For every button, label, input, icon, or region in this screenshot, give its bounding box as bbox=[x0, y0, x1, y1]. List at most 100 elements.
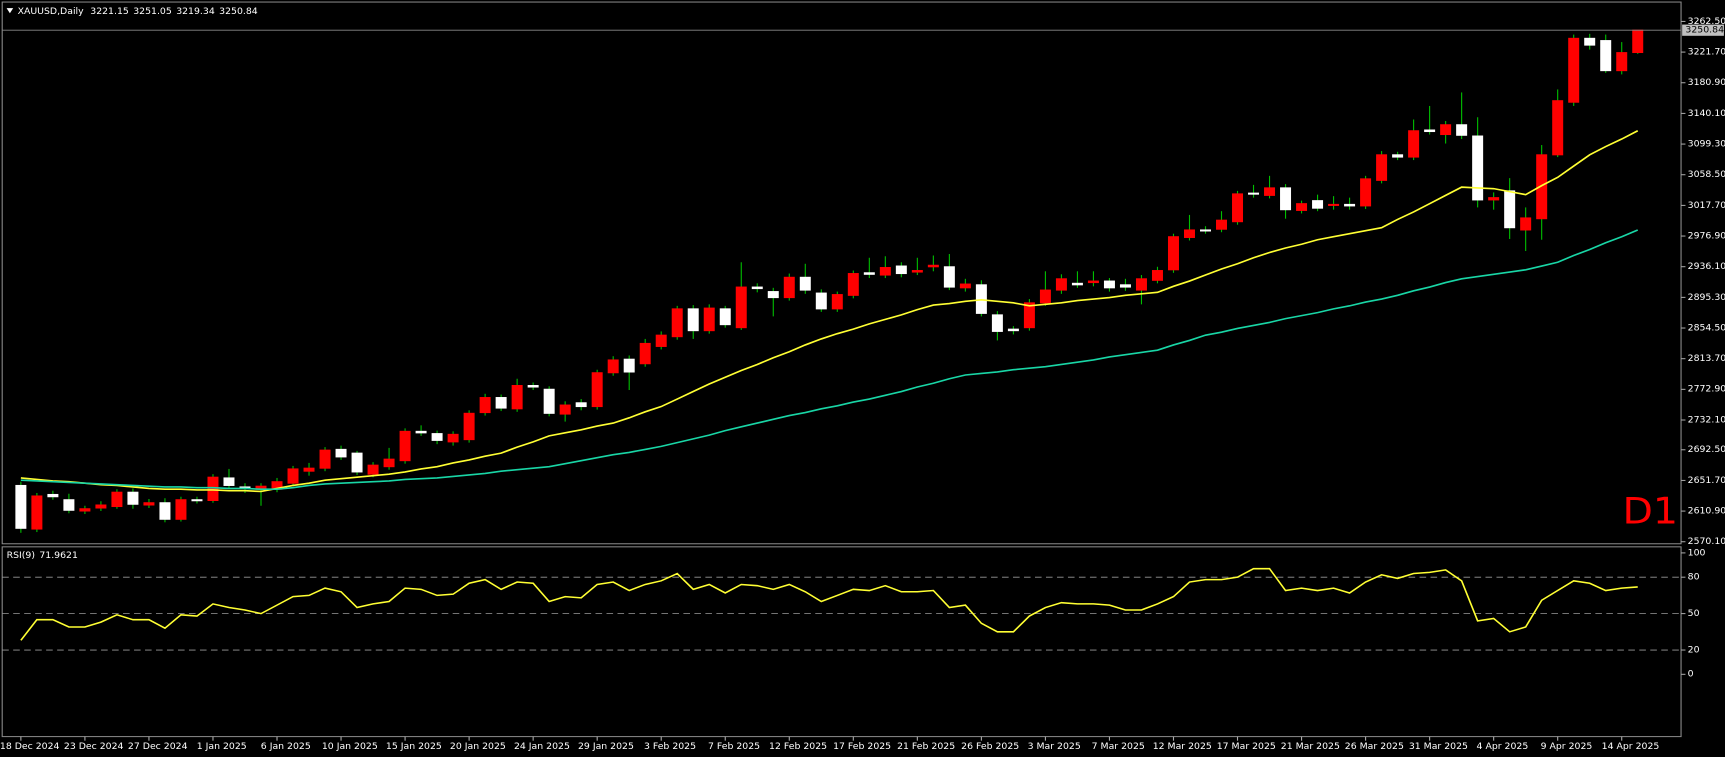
candle-body bbox=[911, 270, 923, 273]
y-tick-label: 3140.10 bbox=[1688, 109, 1725, 119]
x-tick-label: 29 Jan 2025 bbox=[578, 742, 634, 752]
candle-body bbox=[1408, 130, 1420, 158]
candle-body bbox=[1023, 302, 1035, 329]
candle-body bbox=[1200, 229, 1211, 232]
candle-body bbox=[1039, 289, 1051, 304]
candle-body bbox=[31, 495, 43, 530]
header-close: 3250.84 bbox=[219, 7, 258, 17]
x-tick-label: 7 Mar 2025 bbox=[1092, 742, 1145, 752]
x-tick-label: 12 Feb 2025 bbox=[769, 742, 827, 752]
y-tick-label: 3017.70 bbox=[1688, 201, 1725, 211]
y-tick-label: 2610.90 bbox=[1688, 507, 1725, 517]
x-tick-label: 9 Apr 2025 bbox=[1541, 742, 1593, 752]
y-tick-label: 3180.90 bbox=[1688, 78, 1725, 88]
moving-average-line bbox=[20, 130, 1639, 493]
x-tick-label: 10 Jan 2025 bbox=[322, 742, 378, 752]
y-tick-label: 2651.70 bbox=[1688, 476, 1725, 486]
candle-body bbox=[1424, 129, 1436, 133]
candle-body bbox=[1584, 37, 1596, 46]
candle-body bbox=[1296, 203, 1308, 211]
candle-body bbox=[1552, 100, 1564, 156]
x-tick-label: 6 Jan 2025 bbox=[261, 742, 311, 752]
candle-body bbox=[879, 267, 891, 276]
candle-body bbox=[223, 477, 235, 486]
marks: 3262.50 3221.70 3180.90 3140.10 3099.30 3058.… bbox=[0, 17, 1725, 752]
candle-body bbox=[447, 433, 459, 443]
x-tick-label: 17 Mar 2025 bbox=[1217, 742, 1276, 752]
candle-body bbox=[559, 404, 571, 415]
candle-body bbox=[1392, 154, 1404, 158]
y-tick-label: 2936.10 bbox=[1688, 262, 1725, 272]
candle-body bbox=[527, 385, 539, 388]
rsi-header: RSI(9) 71.9621 bbox=[7, 551, 78, 561]
candle-body bbox=[543, 388, 555, 414]
x-tick-label: 26 Mar 2025 bbox=[1345, 742, 1404, 752]
candle-body bbox=[623, 358, 635, 373]
rsi-line bbox=[20, 567, 1638, 641]
candle-body bbox=[591, 372, 603, 408]
candle-body bbox=[1135, 278, 1147, 291]
x-tick-label: 21 Feb 2025 bbox=[897, 742, 955, 752]
y-tick-label: 2976.90 bbox=[1688, 232, 1725, 242]
x-tick-label: 18 Dec 2024 bbox=[0, 742, 60, 752]
y-tick-label: 3221.70 bbox=[1688, 48, 1725, 58]
candle-body bbox=[783, 276, 795, 299]
x-tick-label: 20 Jan 2025 bbox=[450, 742, 506, 752]
y-tick-label: 2570.10 bbox=[1688, 537, 1725, 547]
candle-body bbox=[863, 272, 875, 275]
y-tick-label: 3262.50 bbox=[1688, 17, 1725, 27]
candle-body bbox=[1488, 197, 1500, 201]
candle-body bbox=[1616, 52, 1628, 72]
candle-body bbox=[1328, 203, 1340, 206]
candle-body bbox=[79, 508, 91, 512]
candle-body bbox=[1520, 217, 1532, 231]
candle-body bbox=[1344, 203, 1356, 207]
x-tick-label: 26 Feb 2025 bbox=[961, 742, 1019, 752]
candle-body bbox=[687, 308, 699, 332]
candle-body bbox=[815, 292, 827, 310]
candle-body bbox=[15, 484, 27, 529]
candle-body bbox=[1264, 187, 1276, 196]
candle-body bbox=[1280, 187, 1292, 211]
y-tick-label: 2692.50 bbox=[1688, 445, 1725, 455]
candle-body bbox=[639, 342, 651, 365]
rsi-y-tick-label: 100 bbox=[1688, 549, 1706, 559]
symbol-title: XAUUSD,Daily bbox=[18, 7, 85, 17]
candle-body bbox=[127, 491, 139, 505]
header-open: 3221.15 bbox=[90, 7, 129, 17]
candle-body bbox=[63, 499, 75, 511]
rsi-y-tick-label: 50 bbox=[1688, 609, 1700, 619]
candle-body bbox=[1376, 154, 1388, 181]
candle-body bbox=[143, 502, 155, 506]
candle-body bbox=[207, 476, 219, 502]
x-tick-label: 15 Jan 2025 bbox=[386, 742, 442, 752]
x-tick-label: 17 Feb 2025 bbox=[833, 742, 891, 752]
candle-body bbox=[287, 468, 299, 484]
candle-body bbox=[991, 314, 1003, 332]
menu-triangle[interactable] bbox=[6, 8, 14, 14]
candle-body bbox=[479, 397, 491, 414]
candle-body bbox=[1456, 124, 1468, 136]
header-low: 3219.34 bbox=[176, 7, 215, 17]
rsi-y-tick-label: 20 bbox=[1688, 646, 1700, 656]
candle-body bbox=[927, 264, 939, 268]
candle-body bbox=[671, 308, 683, 338]
candle-body bbox=[943, 266, 955, 288]
candle-body bbox=[159, 502, 171, 520]
candle-body bbox=[1007, 328, 1019, 332]
timeframe-label: D1 bbox=[1622, 490, 1678, 532]
candle-body bbox=[1167, 236, 1179, 271]
candle-body bbox=[111, 491, 123, 508]
x-tick-label: 4 Apr 2025 bbox=[1477, 742, 1529, 752]
x-tick-label: 21 Mar 2025 bbox=[1281, 742, 1340, 752]
candle-body bbox=[495, 397, 507, 409]
x-tick-label: 1 Jan 2025 bbox=[197, 742, 247, 752]
x-tick-label: 31 Mar 2025 bbox=[1409, 742, 1468, 752]
header-high: 3251.05 bbox=[133, 7, 172, 17]
y-tick-label: 3099.30 bbox=[1688, 140, 1725, 150]
candle-body bbox=[1087, 280, 1099, 284]
candle-body bbox=[575, 402, 587, 408]
moving-average-line bbox=[20, 229, 1639, 491]
